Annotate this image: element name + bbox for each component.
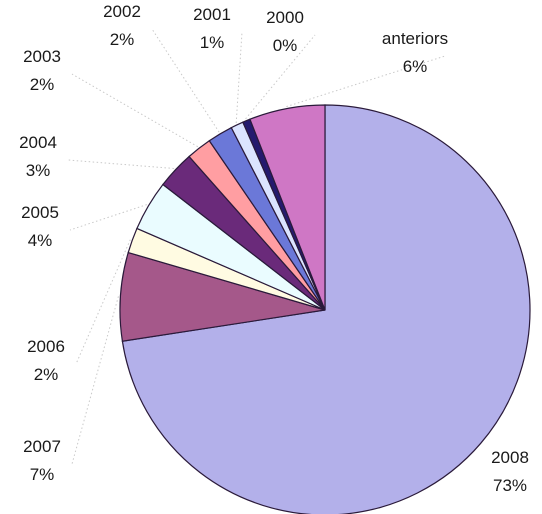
slice-label-2005: 2005: [21, 203, 59, 222]
leader-line-2005: [69, 204, 147, 231]
leader-lines: [67, 28, 446, 465]
slice-pct-2008: 73%: [493, 476, 527, 495]
slice-label-2006: 2006: [27, 337, 65, 356]
slice-pct-2002: 2%: [110, 30, 135, 49]
leader-line-2004: [67, 159, 174, 169]
leader-line-2002: [151, 28, 220, 133]
slice-label-2007: 2007: [23, 437, 61, 456]
leader-line-2006: [75, 239, 131, 365]
slice-label-anteriors: anteriors: [382, 29, 448, 48]
pie-slice-anteriors: [249, 104, 326, 311]
slice-label-2000: 2000: [266, 8, 304, 27]
slice-pct-2006: 2%: [34, 365, 59, 384]
leader-line-2003: [71, 73, 199, 148]
slice-pct-2001: 1%: [200, 33, 225, 52]
slice-label-2008: 2008: [491, 448, 529, 467]
slice-pct-2003: 2%: [30, 75, 55, 94]
slice-label-2002: 2002: [103, 2, 141, 21]
slice-pct-2004: 3%: [26, 161, 51, 180]
slice-label-2004: 2004: [19, 133, 57, 152]
leader-line-2007: [71, 296, 119, 465]
slice-label-2003: 2003: [23, 47, 61, 66]
slice-labels: 2008 73% 2007 7% 2006 2% 2005 4% 2004 3% 2003 2% 200…: [19, 2, 529, 495]
slice-pct-2000: 0%: [273, 36, 298, 55]
slice-pct-2007: 7%: [30, 465, 55, 484]
slice-label-2001: 2001: [193, 5, 231, 24]
pie-slices: [119, 104, 531, 514]
leader-line-2001: [235, 31, 243, 124]
slice-pct-anteriors: 6%: [403, 57, 428, 76]
slice-pct-2005: 4%: [28, 231, 53, 250]
pie-slice-2008: [121, 104, 531, 514]
